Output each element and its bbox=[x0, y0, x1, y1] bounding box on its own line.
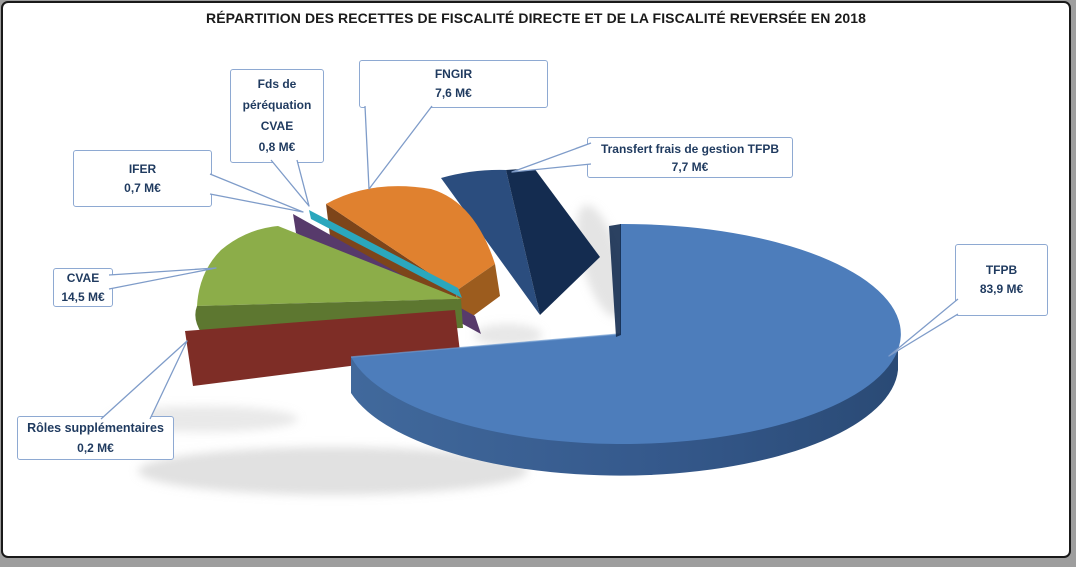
pie-slice-fngir bbox=[326, 186, 500, 324]
pie-notch-shadow-edge bbox=[609, 224, 621, 337]
pie-slice-fngir-top bbox=[326, 186, 495, 291]
callout-ifer-value: 0,7 M€ bbox=[124, 180, 161, 195]
callout-fngir: FNGIR 7,6 M€ bbox=[359, 60, 548, 108]
callout-tfpb: TFPB 83,9 M€ bbox=[955, 244, 1048, 316]
pie-slice-tfpb-top bbox=[351, 223, 901, 444]
pie-shadow bbox=[108, 205, 626, 495]
callout-cvae-label: CVAE bbox=[66, 270, 100, 285]
leader-fds bbox=[270, 159, 310, 207]
pie-slice-transfert bbox=[441, 168, 600, 315]
pie-slice-transfert-top bbox=[441, 169, 540, 315]
callout-tfpb-value: 83,9 M€ bbox=[979, 282, 1024, 296]
callout-cvae-value: 14,5 M€ bbox=[61, 289, 105, 304]
pie-slice-tfpb-edge-highlight bbox=[350, 333, 621, 358]
callout-roles-label: Rôles supplémentaires bbox=[27, 421, 164, 435]
callout-fds-value: 0,8 M€ bbox=[258, 140, 296, 154]
leader-cvae bbox=[108, 267, 217, 290]
callout-transfert-frais-gestion-tfpb: Transfert frais de gestion TFPB 7,7 M€ bbox=[587, 137, 793, 178]
callout-ifer: IFER 0,7 M€ bbox=[73, 150, 212, 207]
pie-slice-tfpb-side bbox=[351, 334, 898, 476]
callout-ifer-label: IFER bbox=[128, 161, 157, 176]
callout-fngir-label: FNGIR bbox=[434, 67, 473, 81]
leader-transfert bbox=[511, 142, 592, 173]
pie-slice-cvae-side bbox=[195, 299, 464, 334]
callout-tfpb-label: TFPB bbox=[985, 263, 1018, 277]
chart-frame: RÉPARTITION DES RECETTES DE FISCALITÉ DI… bbox=[1, 1, 1071, 558]
callout-roles-value: 0,2 M€ bbox=[77, 441, 114, 455]
callout-transfert-value: 7,7 M€ bbox=[671, 159, 709, 174]
callout-cvae: CVAE 14,5 M€ bbox=[53, 268, 113, 307]
pie-slice-fngir-side-right bbox=[456, 264, 500, 324]
callout-roles-supplementaires: Rôles supplémentaires 0,2 M€ bbox=[17, 416, 174, 460]
pie-slice-cvae-top bbox=[197, 226, 461, 306]
leader-ifer bbox=[209, 173, 304, 213]
pie-slice-cvae bbox=[195, 226, 464, 334]
chart-title: RÉPARTITION DES RECETTES DE FISCALITÉ DI… bbox=[206, 10, 866, 26]
pie-slice-roles bbox=[185, 310, 460, 386]
pie-slice-ifer bbox=[293, 214, 481, 334]
callout-fds-label: Fds de péréquation CVAE bbox=[242, 77, 312, 133]
pie-slice-tfpb bbox=[350, 223, 901, 476]
callout-fds-de-perequation-cvae: Fds de péréquation CVAE 0,8 M€ bbox=[230, 69, 324, 163]
pie-slice-fds bbox=[309, 210, 462, 298]
pie-slice-transfert-side bbox=[506, 168, 600, 315]
leader-roles bbox=[100, 340, 188, 420]
leader-tfpb bbox=[888, 298, 959, 357]
pie-slice-fngir-side-left bbox=[326, 204, 460, 323]
callout-fngir-value: 7,6 M€ bbox=[435, 86, 472, 100]
callout-transfert-label: Transfert frais de gestion TFPB bbox=[600, 141, 780, 156]
leader-fngir bbox=[364, 105, 433, 190]
